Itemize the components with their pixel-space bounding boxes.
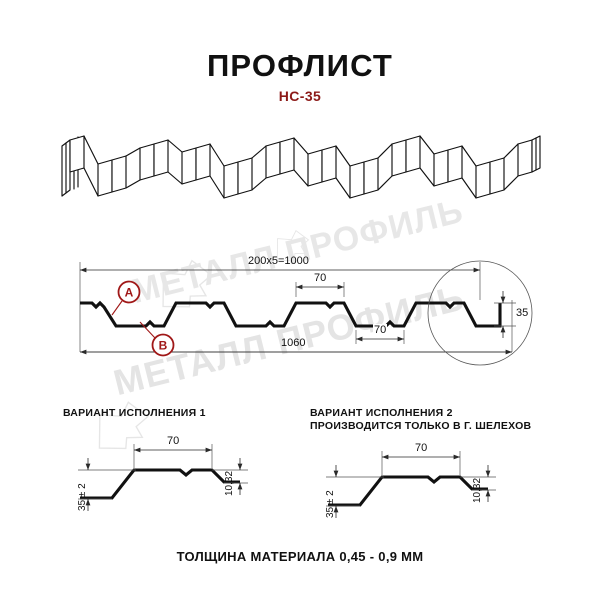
variant1-thickness-label: 10,32	[224, 470, 235, 496]
variant1-dimension-height	[78, 458, 136, 511]
variant2-thickness-label: 10,32	[472, 477, 483, 503]
variant1-profile-outline	[80, 468, 240, 500]
dim-height-35-label: 35	[516, 307, 529, 319]
material-thickness-note: ТОЛЩИНА МАТЕРИАЛА 0,45 - 0,9 ММ	[176, 549, 424, 564]
dim-overall-label: 1060	[281, 337, 306, 349]
callout-b: B	[139, 321, 175, 357]
svg-text:A: A	[125, 286, 134, 300]
svg-text:B: B	[159, 339, 168, 353]
variant1-drawing	[78, 444, 248, 511]
dimension-height-35	[494, 291, 516, 338]
cross-section-profile: A B	[79, 260, 533, 366]
dim-pitch-label: 200x5=1000	[248, 255, 309, 267]
variant1-height-label: 35 ± 2	[77, 483, 88, 511]
variant2-width-label: 70	[413, 442, 430, 454]
variant2-profile-outline	[328, 475, 488, 507]
watermark-logo-icon	[98, 401, 149, 450]
variant2-caption-line: ВАРИАНТ ИСПОЛНЕНИЯ 2	[310, 407, 453, 419]
callout-a: A	[111, 280, 141, 316]
dimension-crest-top	[295, 282, 345, 297]
profile-outline	[80, 300, 502, 328]
watermark-logo-icon	[276, 229, 310, 261]
detail-circle	[427, 260, 533, 366]
variant2-dimension-thickness	[460, 465, 496, 502]
variant1-caption-line: ВАРИАНТ ИСПОЛНЕНИЯ 1	[63, 407, 206, 419]
variant2-caption-line: ПРОИЗВОДИТСЯ ТОЛЬКО В Г. ШЕЛЕХОВ	[310, 420, 532, 432]
variant1-caption: ВАРИАНТ ИСПОЛНЕНИЯ 1	[63, 407, 206, 420]
variant1-dimension-thickness	[212, 458, 248, 495]
variant1-width-label: 70	[165, 435, 182, 447]
variant2-height-label: 35 ± 2	[325, 490, 336, 518]
variant1-dimension-width	[133, 444, 213, 468]
variant2-dimension-width	[381, 451, 461, 475]
dim-trough-bottom-label: 70	[373, 324, 388, 336]
dimension-trough-bottom	[355, 330, 405, 344]
variant2-drawing	[326, 451, 496, 518]
variant2-dimension-height	[326, 465, 384, 518]
page-title: ПРОФЛИСТ	[206, 48, 394, 83]
isometric-sheet-view	[61, 135, 541, 199]
variant2-caption: ВАРИАНТ ИСПОЛНЕНИЯ 2 ПРОИЗВОДИТСЯ ТОЛЬКО…	[310, 407, 531, 433]
model-designation: НС-35	[278, 88, 322, 104]
dim-crest-top-label: 70	[313, 272, 328, 284]
